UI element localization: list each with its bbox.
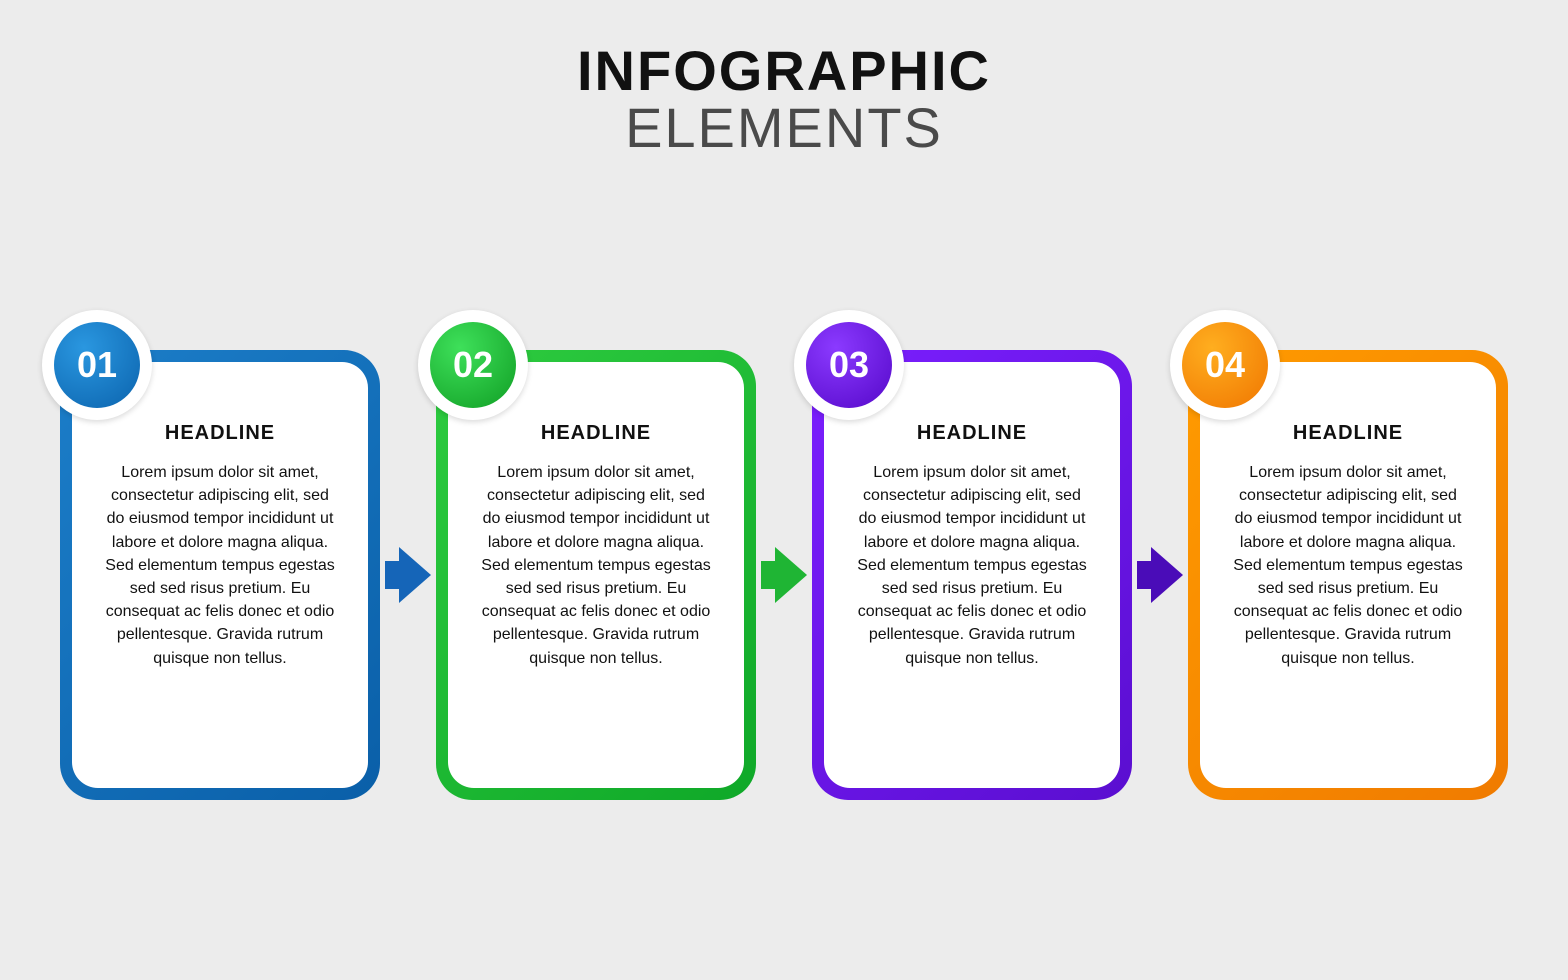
number-badge: 02	[418, 310, 528, 420]
number-badge-label: 02	[430, 322, 516, 408]
number-badge-label: 01	[54, 322, 140, 408]
number-badge-label: 03	[806, 322, 892, 408]
card-inner: HEADLINE Lorem ipsum dolor sit amet, cons…	[448, 362, 744, 788]
title-line-2: ELEMENTS	[0, 95, 1568, 160]
infographic-cards-row: HEADLINE Lorem ipsum dolor sit amet, cons…	[60, 350, 1508, 800]
card-inner: HEADLINE Lorem ipsum dolor sit amet, cons…	[1200, 362, 1496, 788]
card-body-text: Lorem ipsum dolor sit amet, consectetur …	[852, 461, 1092, 670]
arrow-right-icon	[1137, 547, 1183, 603]
number-badge-label: 04	[1182, 322, 1268, 408]
card-headline: HEADLINE	[1228, 422, 1468, 445]
infographic-card-01: HEADLINE Lorem ipsum dolor sit amet, cons…	[60, 350, 380, 800]
card-body-text: Lorem ipsum dolor sit amet, consectetur …	[100, 461, 340, 670]
infographic-card-04: HEADLINE Lorem ipsum dolor sit amet, cons…	[1188, 350, 1508, 800]
card-headline: HEADLINE	[476, 422, 716, 445]
infographic-card-02: HEADLINE Lorem ipsum dolor sit amet, cons…	[436, 350, 756, 800]
infographic-card-03: HEADLINE Lorem ipsum dolor sit amet, cons…	[812, 350, 1132, 800]
page-title-block: INFOGRAPHIC ELEMENTS	[0, 0, 1568, 160]
number-badge: 01	[42, 310, 152, 420]
card-body-text: Lorem ipsum dolor sit amet, consectetur …	[476, 461, 716, 670]
card-headline: HEADLINE	[852, 422, 1092, 445]
title-line-1: INFOGRAPHIC	[0, 38, 1568, 103]
arrow-right-icon	[385, 547, 431, 603]
arrow-right-icon	[761, 547, 807, 603]
number-badge: 03	[794, 310, 904, 420]
card-body-text: Lorem ipsum dolor sit amet, consectetur …	[1228, 461, 1468, 670]
card-headline: HEADLINE	[100, 422, 340, 445]
card-inner: HEADLINE Lorem ipsum dolor sit amet, cons…	[72, 362, 368, 788]
card-inner: HEADLINE Lorem ipsum dolor sit amet, cons…	[824, 362, 1120, 788]
number-badge: 04	[1170, 310, 1280, 420]
